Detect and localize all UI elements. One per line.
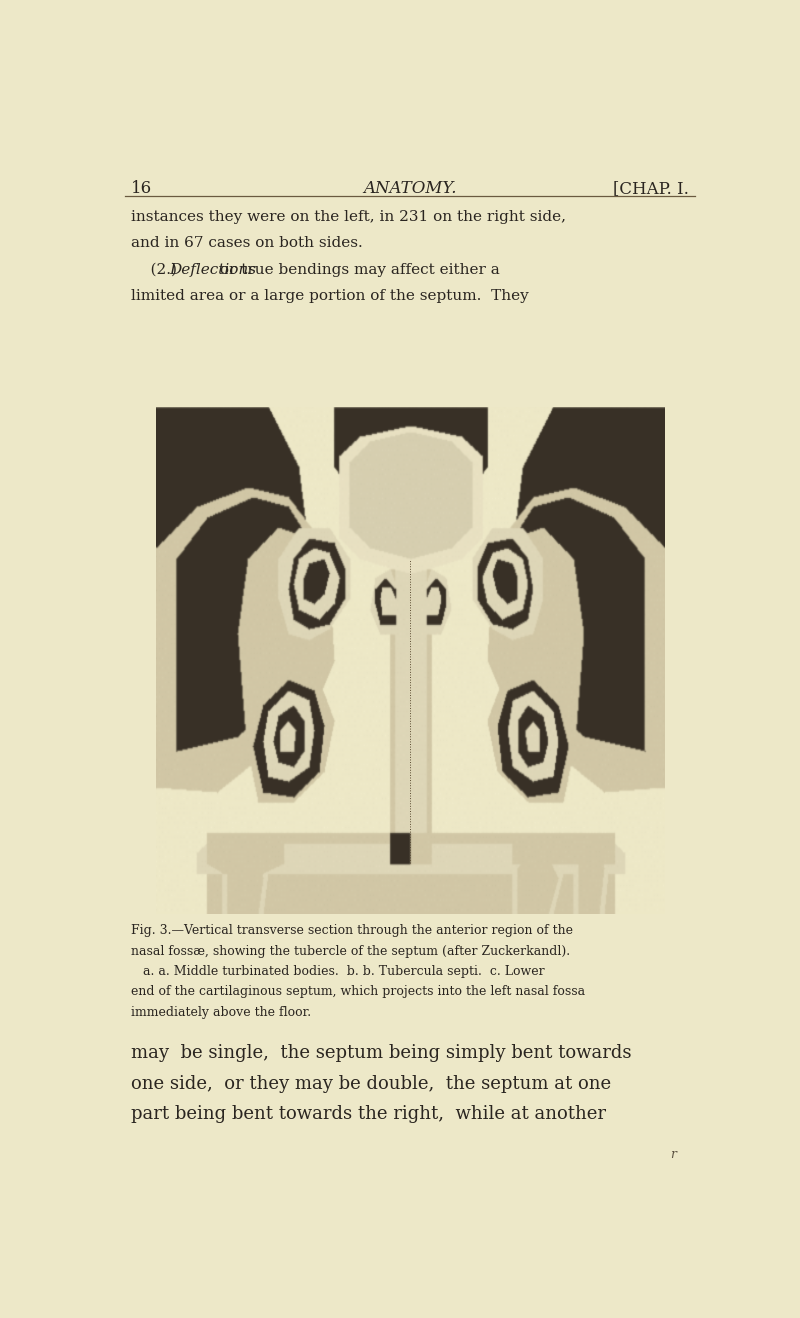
Text: ANATOMY.: ANATOMY. bbox=[363, 181, 457, 198]
Text: Fig. 3.—Vertical transverse section through the anterior region of the: Fig. 3.—Vertical transverse section thro… bbox=[131, 924, 573, 937]
Text: instances they were on the left, in 231 on the right side,: instances they were on the left, in 231 … bbox=[131, 210, 566, 224]
Text: part being bent towards the right,  while at another: part being bent towards the right, while… bbox=[131, 1104, 606, 1123]
Text: one side,  or they may be double,  the septum at one: one side, or they may be double, the sep… bbox=[131, 1074, 611, 1093]
Text: end of the cartilaginous septum, which projects into the left nasal fossa: end of the cartilaginous septum, which p… bbox=[131, 986, 585, 998]
Text: may  be single,  the septum being simply bent towards: may be single, the septum being simply b… bbox=[131, 1044, 631, 1062]
Text: and in 67 cases on both sides.: and in 67 cases on both sides. bbox=[131, 236, 362, 250]
Text: or true bendings may affect either a: or true bendings may affect either a bbox=[215, 262, 500, 277]
Text: Deflections: Deflections bbox=[169, 262, 256, 277]
Text: r: r bbox=[670, 1148, 677, 1161]
Text: c: c bbox=[416, 857, 423, 870]
Text: immediately above the floor.: immediately above the floor. bbox=[131, 1006, 311, 1019]
Text: a: a bbox=[218, 634, 226, 647]
Text: b: b bbox=[594, 662, 602, 675]
Text: Danielson: Danielson bbox=[446, 865, 494, 873]
Text: b: b bbox=[218, 662, 226, 675]
Text: limited area or a large portion of the septum.  They: limited area or a large portion of the s… bbox=[131, 289, 529, 303]
Text: a. a. Middle turbinated bodies.  b. b. Tubercula septi.  c. Lower: a. a. Middle turbinated bodies. b. b. Tu… bbox=[131, 965, 545, 978]
Text: 16: 16 bbox=[131, 181, 152, 198]
Text: (2.): (2.) bbox=[131, 262, 182, 277]
Text: [CHAP. I.: [CHAP. I. bbox=[613, 181, 689, 198]
Text: nasal fossæ, showing the tubercle of the septum (after Zuckerkandl).: nasal fossæ, showing the tubercle of the… bbox=[131, 945, 570, 958]
Text: a: a bbox=[594, 634, 602, 647]
